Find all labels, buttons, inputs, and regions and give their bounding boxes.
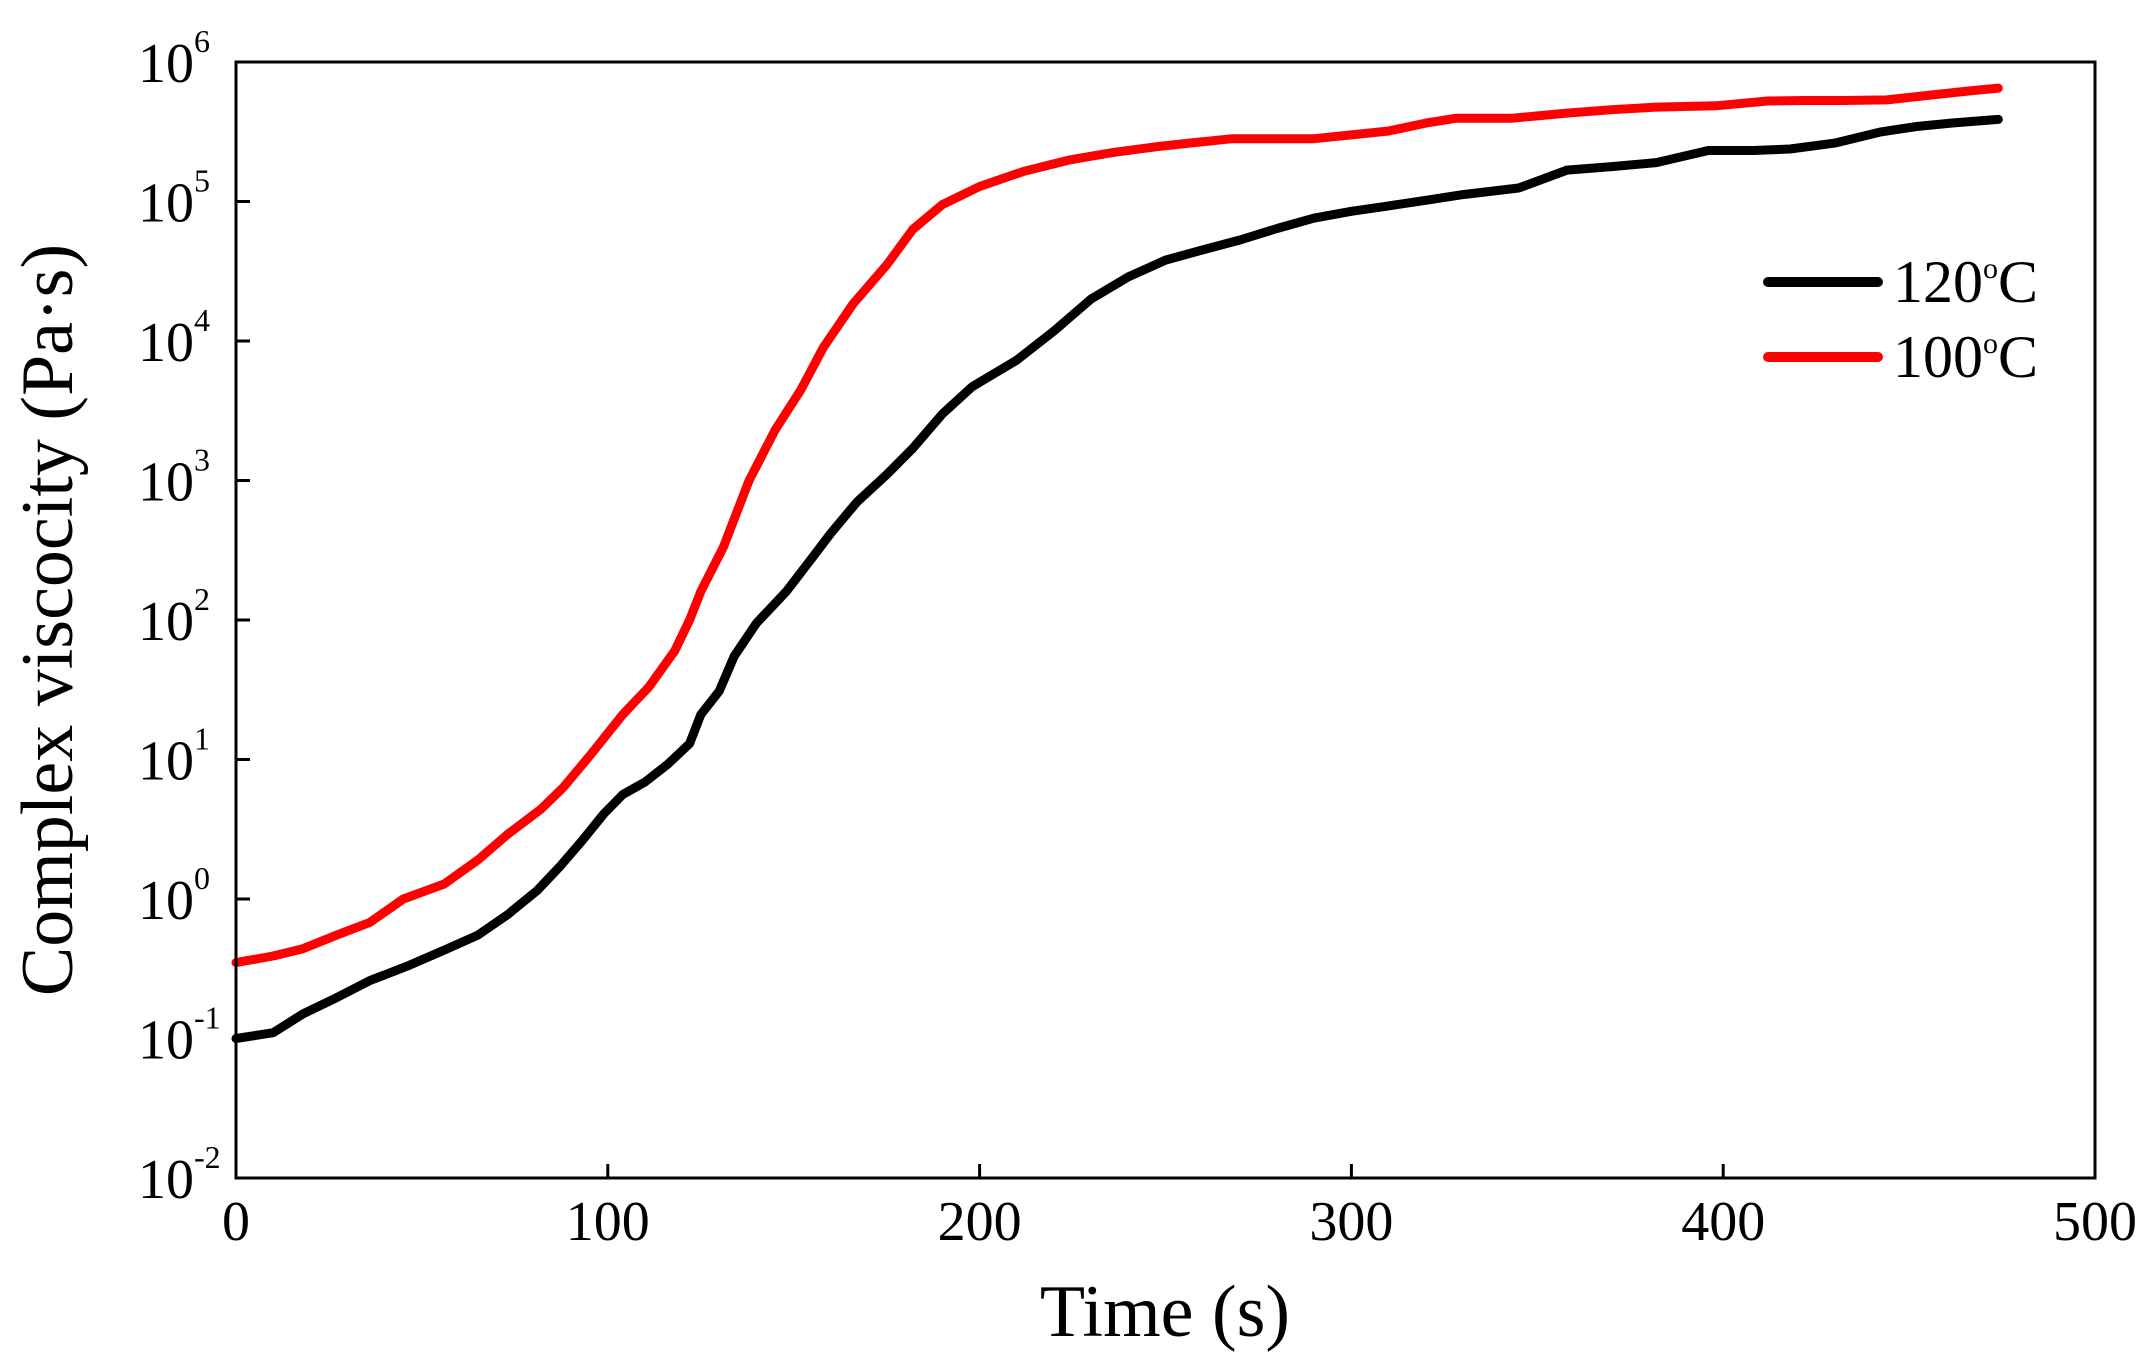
x-tick-label: 500 xyxy=(2053,1191,2137,1253)
y-tick-label: 102 xyxy=(138,581,210,653)
y-tick-label: 105 xyxy=(138,163,210,235)
y-tick-label: 104 xyxy=(138,302,210,374)
series-layer xyxy=(231,83,2003,1043)
x-axis-title: Time (s) xyxy=(1040,1271,1290,1353)
x-tick-label: 0 xyxy=(222,1191,250,1253)
y-tick-label: 101 xyxy=(138,721,210,793)
y-tick-label: 100 xyxy=(138,860,210,932)
x-tick-label: 100 xyxy=(566,1191,650,1253)
y-tick-label: 10-1 xyxy=(138,1000,221,1072)
legend-label: 120oC xyxy=(1893,249,2038,315)
y-tick-label: 106 xyxy=(138,23,210,95)
y-tick-label: 10-2 xyxy=(138,1139,221,1211)
series-line-120C xyxy=(231,114,2003,1043)
series-line-100C xyxy=(231,83,2003,968)
y-axis-ticks: 10-2 10-1 100 101 102 103 104 105 106 xyxy=(138,23,250,1211)
y-tick-label: 103 xyxy=(138,442,210,514)
legend: 120oC 100oC xyxy=(1763,249,2038,390)
legend-label: 100oC xyxy=(1893,324,2038,390)
x-tick-label: 300 xyxy=(1309,1191,1393,1253)
y-axis-title: Complex viscocity (Pa·s) xyxy=(7,244,89,996)
x-tick-label: 400 xyxy=(1681,1191,1765,1253)
plot-frame xyxy=(234,60,2097,1180)
x-tick-label: 200 xyxy=(938,1191,1022,1253)
